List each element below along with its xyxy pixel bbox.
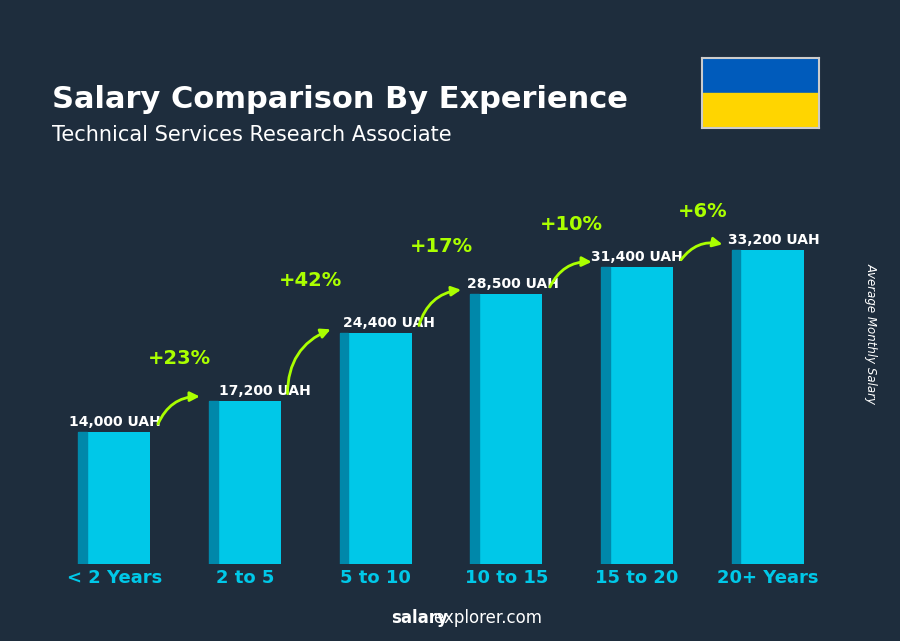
- Text: salary: salary: [392, 609, 448, 627]
- Bar: [340, 333, 348, 564]
- Text: 14,000 UAH: 14,000 UAH: [68, 415, 160, 429]
- Text: +23%: +23%: [148, 349, 211, 368]
- Text: 28,500 UAH: 28,500 UAH: [467, 278, 559, 292]
- Text: 24,400 UAH: 24,400 UAH: [343, 316, 435, 330]
- Bar: [78, 431, 87, 564]
- Bar: [601, 267, 609, 564]
- Text: 17,200 UAH: 17,200 UAH: [219, 385, 310, 398]
- Bar: [209, 401, 281, 564]
- Bar: [732, 250, 804, 564]
- Text: Technical Services Research Associate: Technical Services Research Associate: [52, 124, 452, 144]
- Text: +42%: +42%: [279, 271, 342, 290]
- Bar: [702, 93, 819, 128]
- Bar: [209, 401, 218, 564]
- Bar: [471, 294, 479, 564]
- Text: Salary Comparison By Experience: Salary Comparison By Experience: [52, 85, 628, 114]
- Bar: [732, 250, 741, 564]
- Bar: [601, 267, 673, 564]
- Text: +17%: +17%: [410, 237, 472, 256]
- Text: +6%: +6%: [678, 203, 727, 221]
- Bar: [78, 431, 150, 564]
- Bar: [340, 333, 411, 564]
- Text: 31,400 UAH: 31,400 UAH: [591, 250, 683, 264]
- Text: 33,200 UAH: 33,200 UAH: [728, 233, 820, 247]
- Text: Average Monthly Salary: Average Monthly Salary: [865, 263, 878, 404]
- Text: +10%: +10%: [540, 215, 603, 233]
- Bar: [471, 294, 542, 564]
- Text: explorer.com: explorer.com: [392, 609, 542, 627]
